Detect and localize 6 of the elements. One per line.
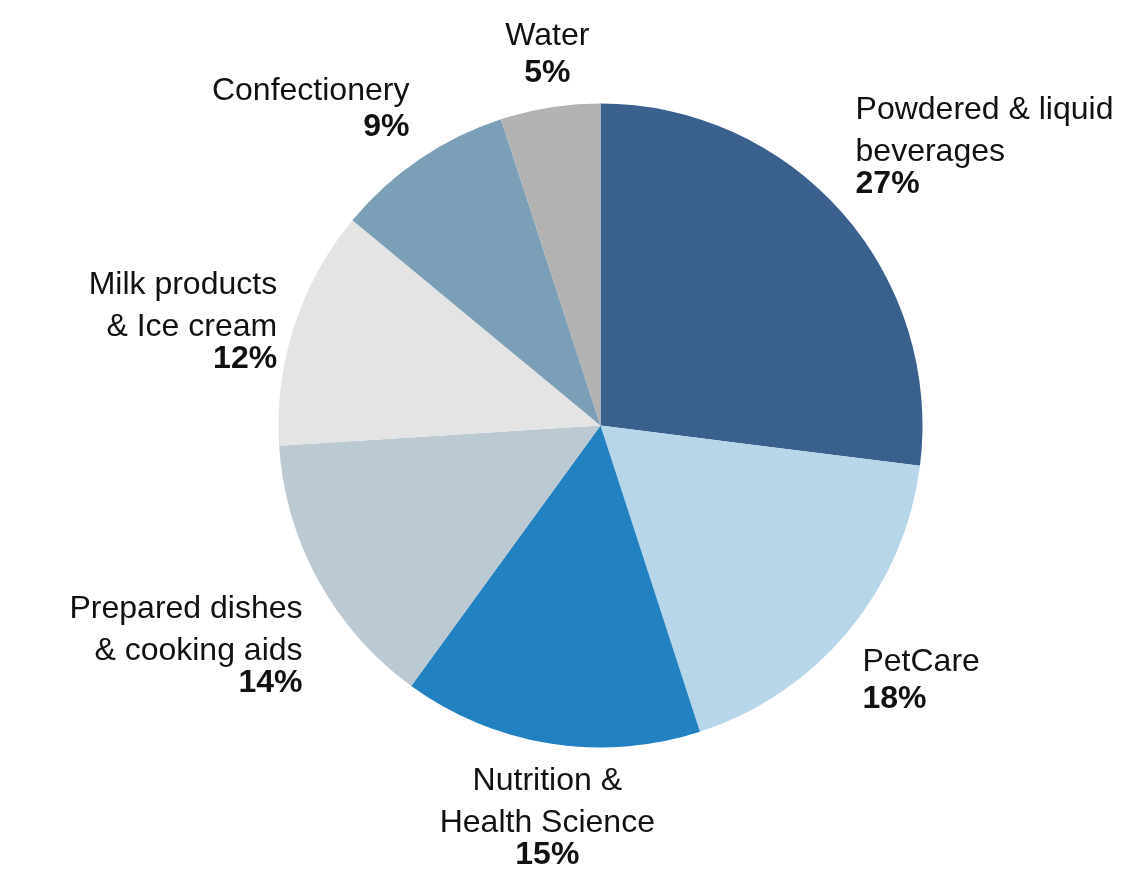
slice-label: Confectionery: [211, 70, 410, 107]
data-label: 5%: [524, 52, 571, 89]
data-label: 9%: [363, 107, 410, 144]
data-label: 18%: [862, 679, 927, 716]
slice-label: PetCare: [862, 642, 980, 679]
slice-label: Water: [505, 16, 590, 53]
